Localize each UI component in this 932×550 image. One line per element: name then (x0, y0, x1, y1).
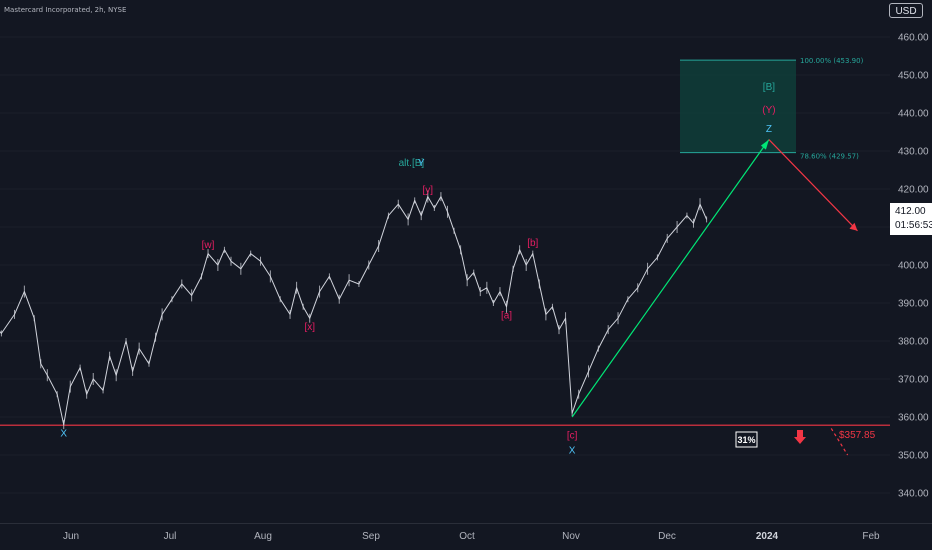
wave-label: [w] (202, 240, 215, 251)
fib-target-zone (680, 60, 796, 153)
fib-100-label: 100.00% (453.90) (800, 57, 864, 65)
wave-label: [b] (527, 238, 538, 249)
bar-countdown: 01:56:53 (895, 220, 932, 231)
x-tick-label: Aug (254, 531, 272, 542)
wave-label: alt.[B] (399, 158, 425, 169)
y-tick-label: 340.00 (898, 489, 929, 500)
y-tick-label: 360.00 (898, 413, 929, 424)
wave-label: [a] (501, 311, 512, 322)
wave-label: Z (766, 124, 772, 135)
y-tick-label: 370.00 (898, 375, 929, 386)
wave-label: [y] (423, 185, 434, 196)
y-tick-label: 390.00 (898, 299, 929, 310)
x-tick-label: Nov (562, 531, 580, 542)
x-tick-label: Oct (459, 531, 475, 542)
wave-label: [c] (567, 430, 578, 441)
probability-badge-text: 31% (737, 435, 755, 445)
wave-label: [B] (763, 82, 775, 93)
y-tick-label: 400.00 (898, 261, 929, 272)
current-price-value: 412.00 (895, 206, 926, 217)
projection-up-line (571, 139, 770, 418)
y-tick-label: 440.00 (898, 109, 929, 120)
wave-label: [x] (304, 322, 315, 333)
y-tick-label: 430.00 (898, 147, 929, 158)
x-tick-label: Dec (658, 531, 676, 542)
x-tick-label: Feb (862, 531, 880, 542)
support-label: $357.85 (839, 430, 876, 441)
projection-down-line (768, 139, 858, 232)
projection-down-dashed-line (830, 428, 849, 456)
probability-badge (735, 431, 758, 448)
chart-title: Mastercard Incorporated, 2h, NYSE (4, 6, 127, 14)
y-tick-label: 420.00 (898, 185, 929, 196)
x-tick-label: Jun (63, 531, 79, 542)
fib-786-label: 78.60% (429.57) (800, 153, 859, 161)
wave-label: Y (418, 158, 425, 169)
y-tick-label: 460.00 (898, 33, 929, 44)
y-tick-label: 350.00 (898, 451, 929, 462)
y-tick-label: 450.00 (898, 71, 929, 82)
time-axis-divider (0, 523, 932, 524)
projection-down-arrowhead (849, 222, 858, 231)
x-tick-label: Jul (164, 531, 177, 542)
wave-label: X (60, 429, 67, 440)
currency-button[interactable]: USD (889, 3, 923, 18)
wave-label: (Y) (762, 105, 775, 116)
y-tick-label: 380.00 (898, 337, 929, 348)
down-arrow-icon (794, 430, 806, 444)
x-tick-label: 2024 (756, 531, 779, 542)
projection-up-arrowhead (760, 139, 769, 150)
price-line (0, 196, 708, 426)
wave-label: X (569, 446, 576, 457)
current-price-box: 412.00 01:56:53 (890, 203, 932, 235)
x-tick-label: Sep (362, 531, 380, 542)
